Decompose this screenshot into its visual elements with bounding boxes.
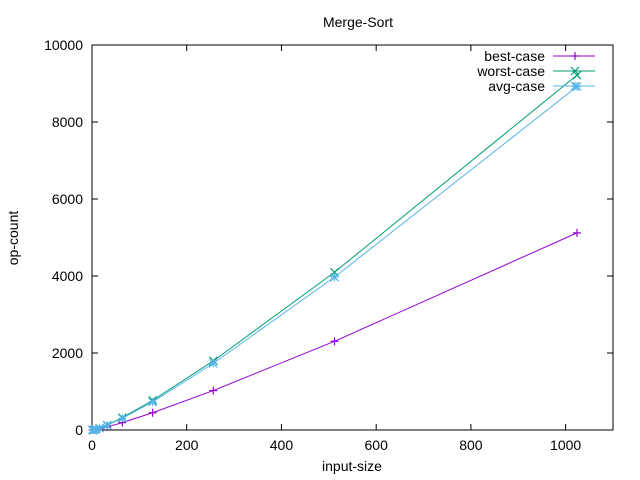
data-point-best-case: [330, 337, 339, 346]
y-axis-label: op-count: [5, 211, 21, 266]
series-line-best-case: [92, 232, 578, 431]
legend-label-avg-case: avg-case: [488, 78, 545, 94]
x-axis-ticks: 0 200 400 600 800 1000: [88, 45, 581, 453]
y-tick-label: 2000: [52, 345, 83, 361]
x-tick-label: 0: [88, 437, 96, 453]
x-tick-label: 200: [175, 437, 199, 453]
x-tick-label: 400: [270, 437, 294, 453]
legend-label-worst-case: worst-case: [476, 63, 545, 79]
y-tick-label: 6000: [52, 191, 83, 207]
x-axis-label: input-size: [322, 458, 382, 474]
y-tick-label: 4000: [52, 268, 83, 284]
data-point-best-case: [209, 386, 218, 395]
legend-marker-avg-case: [570, 81, 580, 91]
y-tick-label: 0: [75, 422, 83, 438]
series-line-avg-case: [92, 86, 578, 431]
chart-title: Merge-Sort: [323, 14, 393, 30]
data-point-avg-case: [148, 397, 158, 407]
data-point-avg-case: [330, 272, 339, 282]
data-point-avg-case: [208, 358, 218, 368]
data-point-avg-case: [117, 413, 127, 423]
legend-marker-best-case: [571, 52, 579, 60]
series-layer: [88, 70, 582, 435]
y-tick-label: 10000: [44, 37, 83, 53]
series-line-worst-case: [92, 74, 578, 431]
data-point-best-case: [573, 228, 582, 237]
x-tick-label: 1000: [550, 437, 581, 453]
y-axis-ticks: 0 2000 4000 6000 8000 10000: [44, 37, 613, 438]
x-tick-label: 800: [459, 437, 483, 453]
x-tick-label: 600: [365, 437, 389, 453]
plot-frame: [91, 44, 614, 431]
legend-label-best-case: best-case: [484, 48, 545, 64]
legend-marker-worst-case: [570, 66, 580, 76]
data-point-avg-case: [102, 420, 112, 430]
data-point-best-case: [148, 408, 157, 417]
y-tick-label: 8000: [52, 114, 83, 130]
data-point-avg-case: [95, 423, 105, 433]
